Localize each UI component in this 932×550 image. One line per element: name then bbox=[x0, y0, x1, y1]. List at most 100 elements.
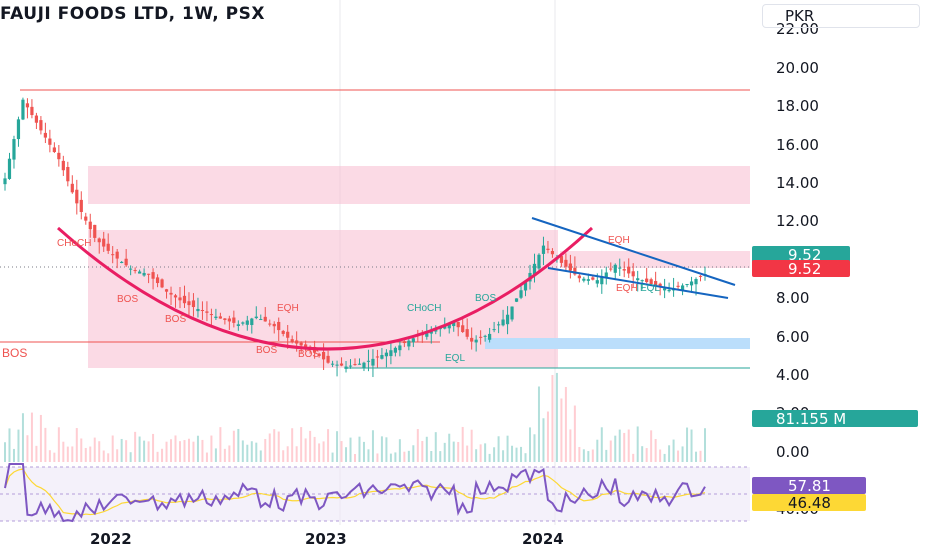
candle-body bbox=[7, 158, 12, 179]
candle-body bbox=[227, 318, 231, 322]
candle-body bbox=[155, 277, 160, 284]
price-tag-red bbox=[752, 260, 850, 277]
volume-bar bbox=[102, 450, 105, 462]
candle-body bbox=[43, 132, 47, 138]
candle-body bbox=[169, 292, 173, 295]
candle-body bbox=[425, 332, 429, 337]
volume-tag-text: 81.155 M bbox=[776, 410, 846, 428]
volume-bar bbox=[93, 437, 96, 462]
volume-bar bbox=[380, 436, 383, 462]
volume-bar bbox=[448, 433, 451, 462]
candle-body bbox=[272, 323, 276, 327]
candle-body bbox=[609, 268, 613, 270]
candle-body bbox=[241, 322, 245, 324]
volume-bar bbox=[497, 436, 500, 462]
candle-body bbox=[88, 221, 92, 230]
volume-bar bbox=[309, 430, 312, 462]
volume-bar bbox=[569, 429, 572, 462]
volume-bar bbox=[291, 428, 294, 462]
chart-title[interactable]: FAUJI FOODS LTD, 1W, PSX bbox=[0, 4, 265, 24]
volume-bar bbox=[116, 449, 119, 462]
volume-bar bbox=[179, 441, 181, 462]
volume-bar bbox=[371, 430, 374, 462]
volume-tick-0: 0.00 bbox=[776, 443, 809, 461]
candle-body bbox=[375, 356, 380, 358]
volume-bar bbox=[529, 427, 531, 462]
rsi-tag-text: 57.81 bbox=[788, 477, 831, 495]
candle-body bbox=[295, 340, 299, 344]
volume-bar bbox=[98, 441, 101, 462]
volume-bar bbox=[641, 446, 644, 462]
candle-body bbox=[649, 279, 653, 284]
volume-bar bbox=[21, 413, 24, 462]
volume-bar bbox=[578, 446, 581, 462]
time-label-2022: 2022 bbox=[90, 530, 132, 548]
volume-bar bbox=[668, 445, 671, 462]
bos-label-3: BOS bbox=[256, 345, 277, 356]
volume-tag bbox=[752, 410, 918, 427]
candle-body bbox=[640, 280, 644, 282]
price-tick-8: 8.00 bbox=[776, 289, 809, 307]
upper-trendline bbox=[531, 217, 736, 286]
eqh-label-2: EQH bbox=[608, 235, 630, 246]
candle-body bbox=[25, 103, 30, 108]
volume-bar bbox=[125, 440, 128, 462]
volume-bar bbox=[650, 430, 653, 462]
bos-label-5: BOS bbox=[475, 293, 496, 304]
volume-bar bbox=[663, 453, 666, 462]
candle-body bbox=[389, 350, 393, 357]
candle-body bbox=[196, 308, 200, 312]
volume-bar bbox=[542, 418, 545, 462]
volume-bar bbox=[349, 437, 352, 462]
candle-body bbox=[537, 254, 541, 269]
candle-body bbox=[102, 238, 106, 247]
candle-body bbox=[250, 318, 254, 326]
candle-body bbox=[434, 330, 438, 332]
volume-bar bbox=[511, 445, 514, 462]
eql-label: EQL bbox=[445, 353, 465, 364]
volume-bar bbox=[461, 426, 464, 462]
price-axis[interactable]: 22.00 20.00 18.00 16.00 14.00 12.00 8.00… bbox=[776, 20, 819, 384]
volume-bar bbox=[425, 436, 428, 462]
volume-bar bbox=[362, 441, 365, 462]
candle-body bbox=[245, 320, 249, 325]
candle-body bbox=[160, 279, 164, 288]
candle-body bbox=[591, 277, 595, 280]
volume-bar bbox=[623, 432, 626, 462]
volume-bar bbox=[627, 429, 630, 462]
candle-body bbox=[654, 281, 658, 286]
candles-group bbox=[3, 97, 707, 378]
volume-bar bbox=[591, 449, 594, 462]
price-tick-6: 6.00 bbox=[776, 328, 809, 346]
candle-body bbox=[48, 138, 52, 145]
candle-body bbox=[218, 316, 222, 319]
candle-body bbox=[142, 272, 146, 276]
volume-bar bbox=[71, 446, 74, 462]
price-tick-18: 18.00 bbox=[776, 97, 819, 115]
demand-zone bbox=[485, 338, 750, 349]
candle-body bbox=[411, 338, 415, 343]
candle-body bbox=[344, 366, 348, 369]
time-axis[interactable]: 2022 2023 2024 bbox=[90, 530, 564, 548]
candle-body bbox=[613, 264, 617, 273]
candle-body bbox=[254, 316, 258, 319]
volume-bar bbox=[376, 453, 379, 462]
volume-bar bbox=[147, 441, 150, 462]
candle-body bbox=[532, 263, 537, 275]
volume-bar bbox=[345, 447, 348, 462]
volume-bar bbox=[488, 453, 491, 462]
candle-body bbox=[129, 268, 133, 270]
volume-bar bbox=[313, 436, 316, 462]
candle-body bbox=[667, 289, 671, 292]
candle-body bbox=[138, 271, 142, 274]
volume-bar bbox=[636, 426, 639, 462]
volume-bar bbox=[80, 438, 83, 462]
volume-bar bbox=[560, 398, 563, 462]
candle-body bbox=[16, 119, 21, 140]
volume-bar bbox=[223, 448, 226, 462]
candle-body bbox=[541, 245, 546, 254]
volume-bar bbox=[62, 441, 65, 462]
candle-body bbox=[120, 261, 124, 264]
currency-selector[interactable]: PKR bbox=[762, 4, 920, 28]
